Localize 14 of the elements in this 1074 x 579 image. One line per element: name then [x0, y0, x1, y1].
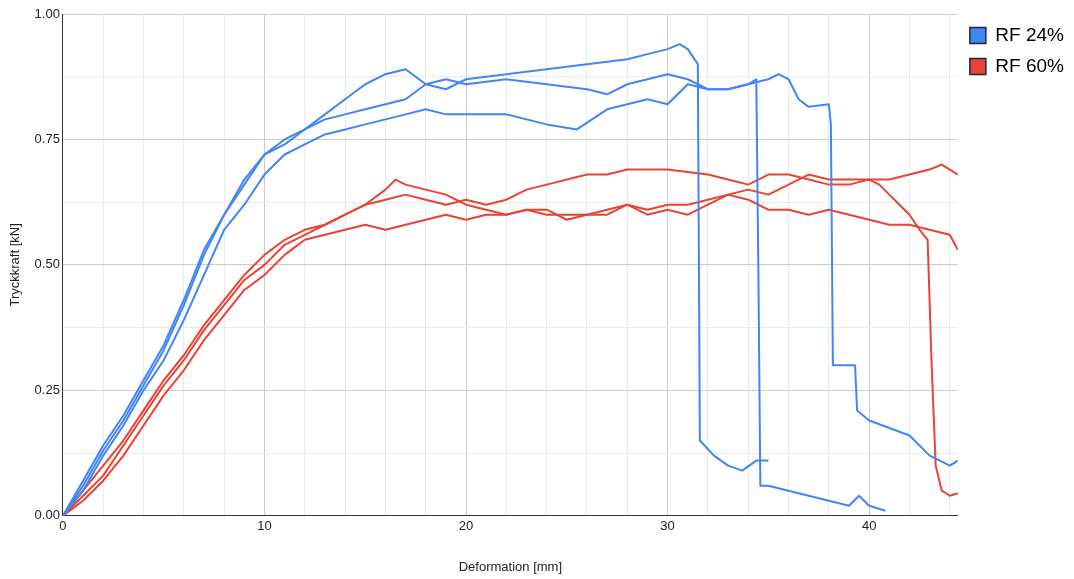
y-axis-title: Tryckkraft [kN] [7, 223, 23, 307]
x-tick-label: 0 [59, 518, 67, 534]
legend-label: RF 24% [995, 23, 1065, 45]
y-tick-label: 1.00 [34, 5, 60, 21]
x-tick-label: 20 [458, 518, 474, 534]
x-tick-label: 10 [257, 518, 272, 534]
legend-label: RF 60% [995, 54, 1065, 76]
x-tick-label: 40 [861, 518, 877, 534]
y-tick-label: 0.50 [34, 256, 60, 272]
x-tick-label: 30 [660, 518, 675, 534]
y-tick-label: 0.75 [34, 131, 60, 147]
y-tick-label: 0.25 [34, 381, 60, 397]
y-tick-label: 0.00 [34, 507, 60, 523]
x-axis-title: Deformation [mm] [458, 558, 563, 574]
